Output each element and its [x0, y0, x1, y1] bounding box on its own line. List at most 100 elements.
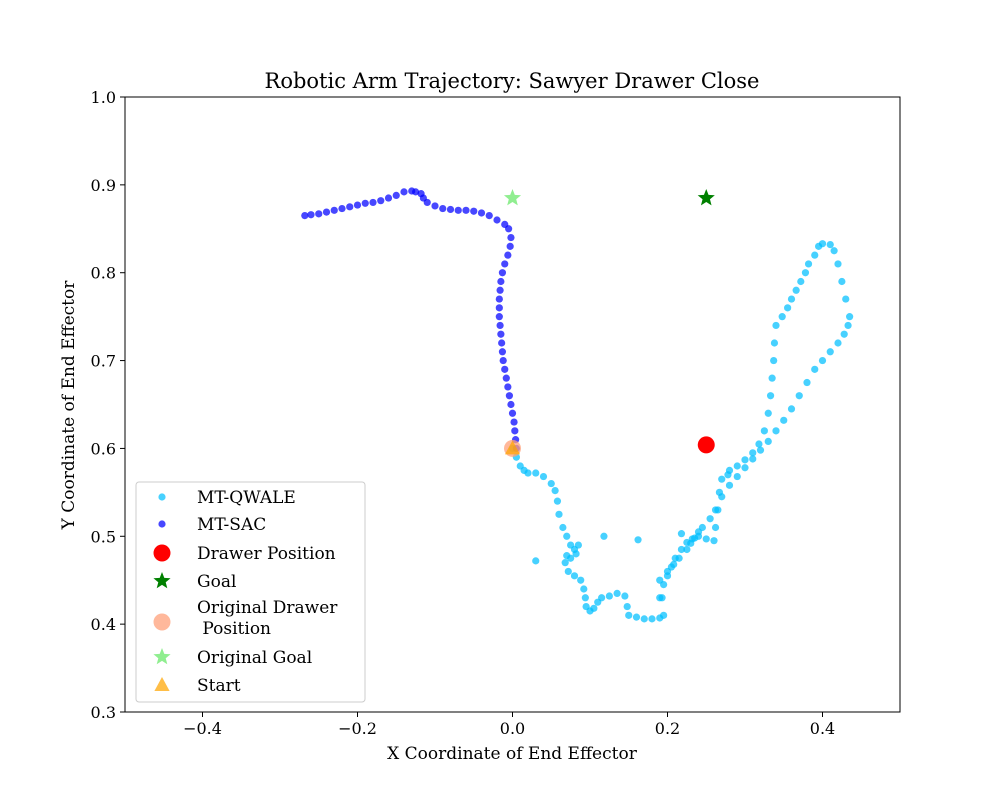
legend-item-original-drawer-position: Original Drawer Position	[153, 598, 338, 639]
data-point-mt-qwale	[677, 545, 686, 554]
data-point-mt-qwale	[840, 330, 848, 338]
data-point-mt-sac	[499, 356, 507, 365]
series-drawer-position	[697, 436, 715, 454]
legend: MT-QWALE MT-SAC Drawer Position Goal Origina…	[135, 481, 366, 703]
legend-item-goal: Goal	[153, 572, 236, 592]
data-point-mt-qwale	[570, 572, 579, 580]
data-point-mt-qwale	[787, 405, 796, 413]
data-point-mt-qwale	[634, 536, 642, 544]
data-point-mt-qwale	[563, 552, 571, 560]
y-tick-label: 1.0	[91, 88, 116, 107]
data-point-mt-sac	[506, 242, 514, 250]
legend-item-drawer-position: Drawer Position	[153, 544, 336, 564]
y-tick-label: 0.7	[91, 352, 116, 371]
data-point-mt-sac	[346, 203, 354, 211]
data-point-mt-sac	[431, 202, 439, 210]
legend-marker-original-drawer-position	[153, 613, 171, 631]
data-point-mt-sac	[322, 208, 331, 216]
data-point-mt-qwale	[772, 321, 780, 330]
data-point-mt-qwale	[801, 269, 810, 277]
data-point-mt-qwale	[613, 589, 621, 597]
data-point-mt-sac	[507, 233, 515, 242]
data-point-mt-sac	[507, 400, 515, 409]
legend-item-start: Start	[154, 676, 241, 696]
data-point-mt-qwale	[826, 348, 834, 356]
data-point-mt-qwale	[803, 378, 811, 387]
data-point-mt-qwale	[711, 506, 720, 514]
legend-marker-drawer-position	[153, 544, 171, 562]
data-point-mt-qwale	[834, 339, 842, 347]
data-point-mt-sac	[454, 206, 462, 214]
data-point-mt-sac	[498, 339, 506, 347]
data-point-mt-qwale	[770, 339, 779, 347]
data-point-mt-qwale	[768, 374, 776, 382]
data-point-mt-qwale	[818, 240, 827, 248]
data-point-mt-qwale	[760, 427, 768, 435]
data-point-mt-sac	[439, 204, 447, 213]
data-point-mt-sac	[498, 348, 507, 356]
y-tick-label: 0.5	[91, 527, 116, 546]
data-point-mt-sac	[384, 194, 393, 202]
data-point-mt-qwale	[581, 594, 589, 602]
y-tick-label: 0.8	[91, 264, 116, 283]
data-point-mt-qwale	[725, 466, 734, 474]
data-point-mt-qwale	[710, 537, 718, 545]
data-point-mt-qwale	[756, 446, 765, 454]
legend-label: Goal	[197, 572, 236, 592]
data-point-mt-qwale	[830, 247, 838, 255]
data-point-mt-qwale	[711, 523, 720, 532]
data-point-mt-sac	[504, 251, 512, 259]
x-axis: −0.4 −0.2 0.0 0.2 0.4	[183, 712, 835, 738]
data-point-mt-qwale	[553, 497, 562, 505]
data-point-mt-qwale	[844, 321, 852, 330]
data-point-mt-qwale	[718, 475, 726, 483]
data-point-mt-qwale	[702, 535, 710, 543]
data-point-mt-sac	[497, 277, 505, 286]
y-axis: 0.3 0.4 0.5 0.6 0.7 0.8 0.9 1.0	[91, 88, 125, 722]
data-point-mt-qwale	[551, 487, 559, 495]
series-mt-sac	[301, 187, 520, 453]
data-point-mt-sac	[501, 220, 509, 228]
data-point-mt-qwale	[559, 523, 567, 532]
data-point-mt-qwale	[764, 437, 772, 445]
data-point-mt-qwale	[792, 286, 800, 294]
legend-label: Original Goal	[197, 648, 312, 668]
data-point-mt-sac	[502, 374, 510, 382]
data-point-mt-sac	[496, 321, 504, 330]
legend-marker-original-goal	[153, 648, 171, 665]
data-point-mt-qwale	[660, 581, 668, 589]
y-tick-label: 0.9	[91, 176, 116, 195]
data-point-mt-qwale	[764, 409, 772, 417]
data-point-mt-qwale	[563, 532, 571, 540]
data-point-mt-sac	[493, 216, 501, 224]
data-point-mt-qwale	[660, 611, 668, 619]
data-point-mt-sac	[408, 187, 416, 195]
data-point-mt-sac	[511, 427, 519, 435]
legend-label: Drawer Position	[197, 544, 336, 564]
data-point-mt-qwale	[640, 615, 648, 623]
data-point-mt-sac	[462, 206, 470, 214]
data-point-mt-sac	[501, 260, 509, 268]
data-point-mt-qwale	[787, 295, 796, 303]
data-point-mt-sac	[498, 269, 507, 277]
data-point-mt-qwale	[755, 440, 763, 448]
x-tick-label: 0.0	[500, 719, 525, 738]
data-point-mt-qwale	[733, 472, 741, 481]
data-point-mt-sac	[446, 205, 455, 214]
data-point-mt-qwale	[574, 541, 582, 549]
data-point-mt-qwale	[648, 615, 656, 623]
data-point-mt-sac	[377, 197, 385, 205]
data-point-mt-sac	[496, 286, 504, 294]
data-point-mt-sac	[497, 330, 505, 338]
data-point-mt-sac	[315, 210, 323, 218]
legend-frame	[135, 481, 366, 703]
legend-item-mt-qwale: MT-QWALE	[158, 488, 296, 508]
data-point-mt-sac	[369, 198, 377, 207]
data-point-mt-qwale	[524, 469, 532, 477]
series-goal	[697, 189, 715, 206]
data-point-mt-qwale	[834, 260, 842, 268]
y-tick-label: 0.3	[91, 703, 116, 722]
data-point-mt-sac	[330, 206, 338, 214]
data-point-mt-qwale	[811, 365, 819, 373]
plot-area	[301, 187, 854, 623]
